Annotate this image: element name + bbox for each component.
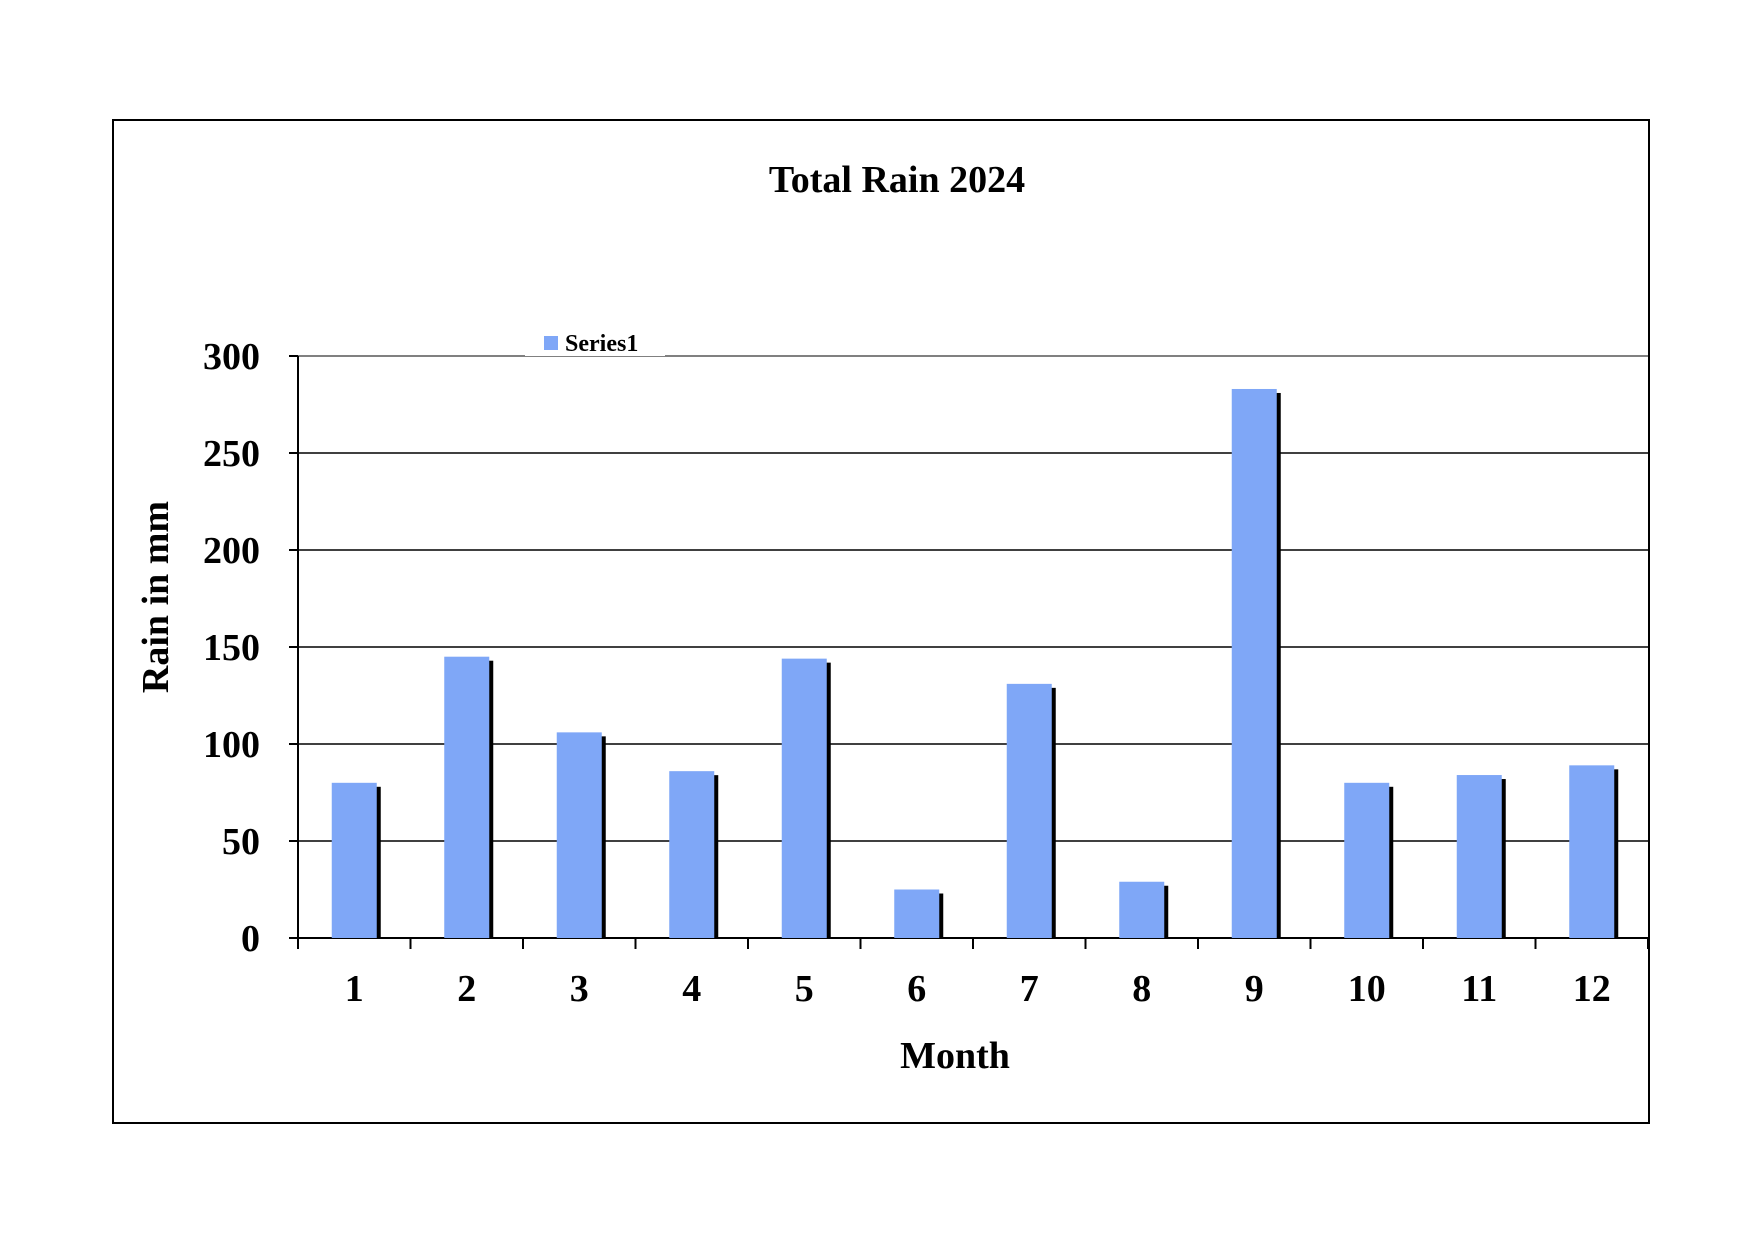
bar <box>444 656 490 938</box>
bar <box>1231 388 1277 939</box>
y-tick-label: 50 <box>222 821 260 863</box>
x-tick-label: 9 <box>1245 968 1264 1010</box>
chart-border <box>112 119 1650 1124</box>
bar <box>1344 782 1390 938</box>
y-tick-labels: 0 50 100 150 200 250 300 <box>203 336 260 960</box>
y-tick-label: 150 <box>203 627 260 669</box>
gridlines <box>298 355 1648 842</box>
axes <box>289 355 1649 949</box>
bar <box>669 771 715 938</box>
x-tick-label: 10 <box>1348 968 1386 1010</box>
bar <box>1456 775 1502 938</box>
bar <box>1119 881 1165 938</box>
bar <box>331 782 377 938</box>
y-tick-label: 300 <box>203 336 260 378</box>
bar <box>894 889 940 938</box>
y-axis-label: Rain in mm <box>135 501 177 693</box>
y-tick-label: 100 <box>203 724 260 766</box>
y-tick-label: 250 <box>203 433 260 475</box>
chart-title: Total Rain 2024 <box>769 159 1025 201</box>
x-tick-label: 1 <box>345 968 364 1010</box>
bar <box>1006 683 1052 938</box>
x-tick-label: 3 <box>570 968 589 1010</box>
legend: Series1 <box>525 330 665 357</box>
x-tick-label: 2 <box>457 968 476 1010</box>
x-tick-label: 7 <box>1020 968 1039 1010</box>
x-tick-label: 6 <box>907 968 926 1010</box>
x-tick-label: 12 <box>1573 968 1611 1010</box>
y-tick-label: 200 <box>203 530 260 572</box>
bars <box>331 388 1619 939</box>
x-tick-label: 5 <box>795 968 814 1010</box>
bar <box>781 658 827 938</box>
legend-swatch <box>544 336 558 350</box>
bar <box>1569 765 1615 938</box>
y-tick-label: 0 <box>241 918 260 960</box>
bar <box>556 732 602 938</box>
x-tick-label: 8 <box>1132 968 1151 1010</box>
x-tick-labels: 1 2 3 4 5 6 7 8 9 10 11 12 <box>345 968 1611 1010</box>
x-tick-label: 11 <box>1461 968 1497 1010</box>
legend-label: Series1 <box>565 331 638 357</box>
x-axis-label: Month <box>900 1035 1010 1077</box>
x-tick-label: 4 <box>682 968 701 1010</box>
